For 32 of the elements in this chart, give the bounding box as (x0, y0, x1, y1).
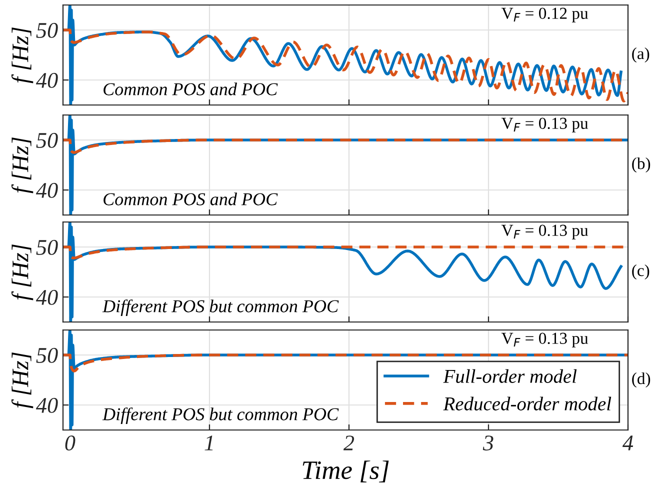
annotation: V$_{F}$ = 0.12 pu (501, 8, 588, 22)
y-tick-label: 50 (36, 132, 58, 148)
y-axis-title: f [Hz] (11, 352, 34, 408)
x-tick-label: 3 (482, 436, 494, 450)
annotation: Different POS but common POC (102, 407, 339, 424)
text: (c) (632, 264, 650, 280)
text: (d) (632, 372, 650, 388)
y-tick-label: 50 (36, 240, 58, 255)
y-axis-title: f [Hz] (11, 138, 34, 194)
y-tick-label: 50 (36, 348, 58, 363)
y-axis-title: f [Hz] (11, 244, 34, 300)
x-axis-title: Time [s] (302, 460, 389, 482)
x-tick-label: 2 (343, 436, 354, 450)
y-tick-label: 50 (36, 22, 58, 38)
y-tick-label: 40 (36, 72, 58, 88)
annotation: V$_{F}$ = 0.13 pu (501, 118, 588, 132)
legend-label: Reduced-order model (443, 396, 612, 410)
annotation: Common POS and POC (104, 192, 278, 206)
x-tick-label: 4 (622, 436, 634, 450)
text: (b) (632, 157, 650, 173)
legend-label: Full-order model (443, 369, 577, 383)
annotation: V$_{F}$ = 0.13 pu (501, 332, 588, 348)
annotation: Common POS and POC (104, 82, 278, 96)
y-tick-label: 40 (36, 290, 58, 305)
y-tick-label: 40 (36, 398, 58, 413)
x-tick-label: 1 (204, 436, 213, 450)
x-tick-label: 0 (65, 436, 76, 450)
y-axis-title: f [Hz] (11, 28, 34, 84)
annotation: Different POS but common POC (102, 299, 339, 316)
text: (a) (632, 47, 650, 63)
y-tick-label: 40 (36, 182, 58, 198)
annotation: V$_{F}$ = 0.13 pu (501, 224, 588, 240)
